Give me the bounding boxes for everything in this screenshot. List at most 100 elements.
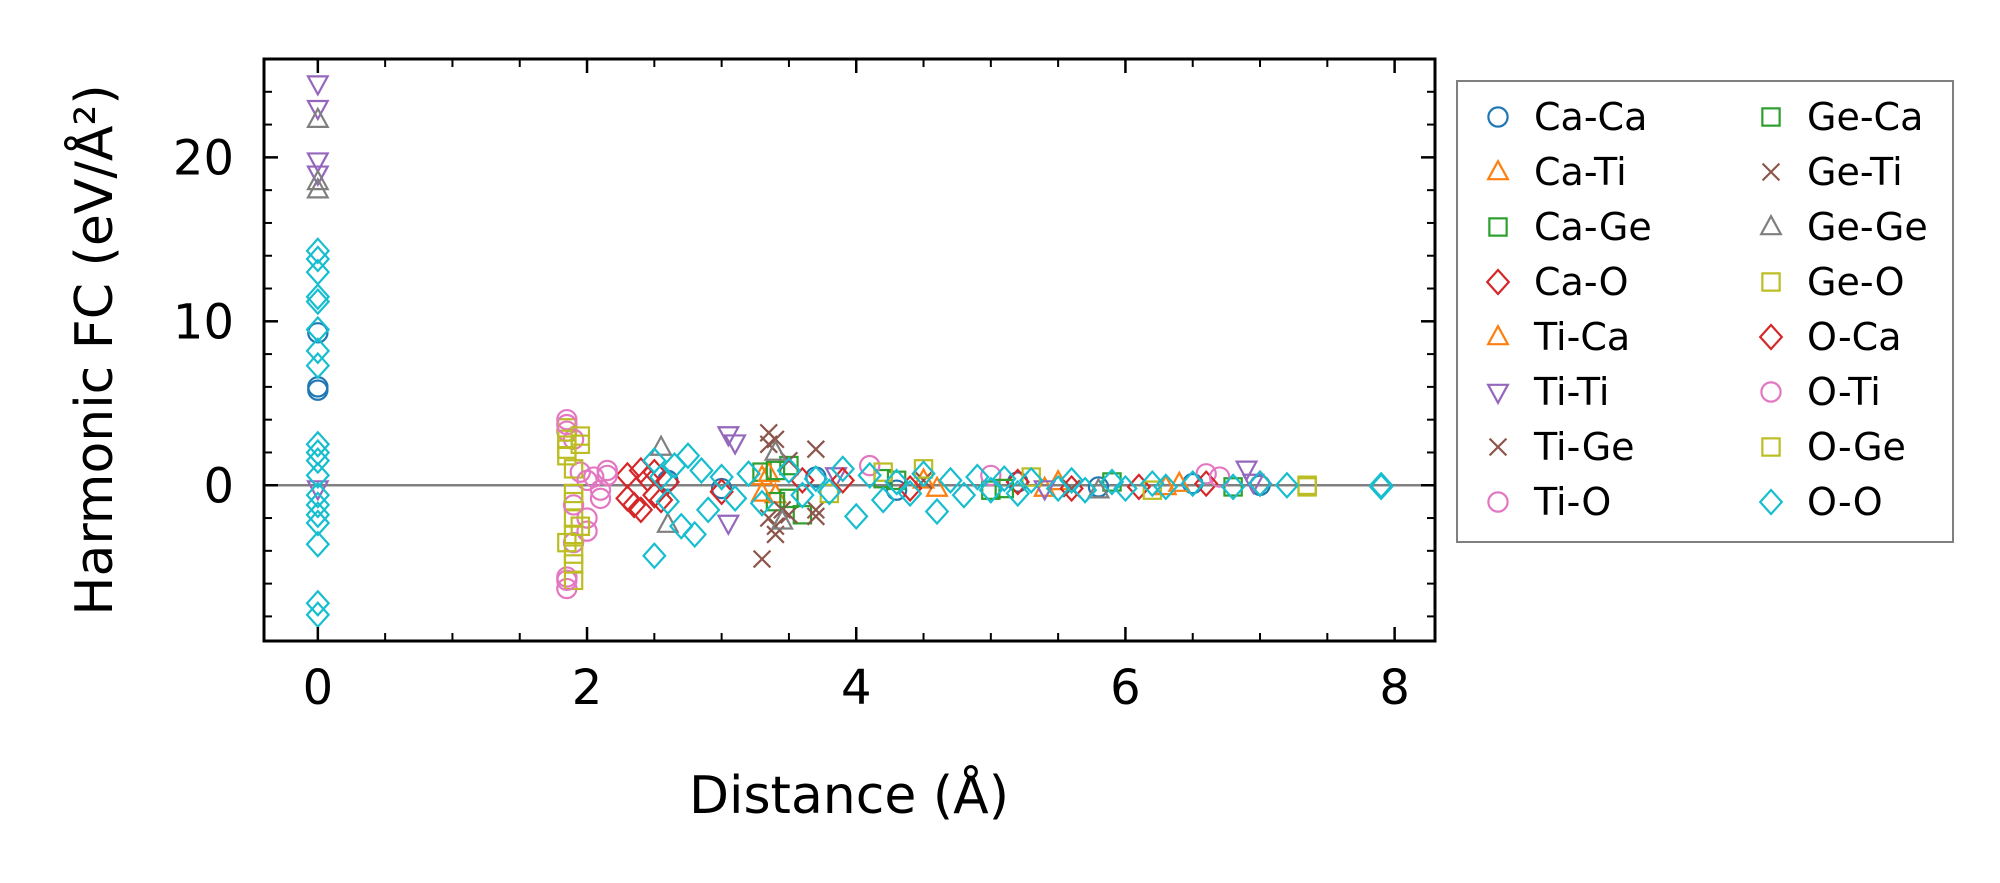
x-tick-label: 2 (572, 660, 603, 716)
marker-ca-o (621, 491, 647, 519)
marker-o-o (978, 476, 1004, 504)
marker-o-o (1274, 471, 1300, 499)
legend-marker-ca-o (1485, 268, 1511, 296)
marker-ti-ti (306, 165, 330, 187)
marker-o-o (776, 456, 802, 485)
y-tick-label: 10 (173, 294, 234, 350)
marker-o-o (305, 315, 331, 344)
marker-o-ca (642, 481, 667, 509)
marker-o-ti (1208, 466, 1231, 488)
marker-o-o (305, 430, 331, 458)
legend-label-ti-o: Ti-O (1533, 480, 1611, 524)
marker-ti-ti (723, 434, 747, 456)
legend-label-ti-ge: Ti-Ge (1533, 425, 1635, 469)
marker-o-o (305, 601, 331, 629)
marker-o-o (951, 481, 977, 509)
marker-ti-ti (716, 514, 741, 537)
marker-o-o (1018, 466, 1044, 494)
marker-o-o (897, 479, 923, 508)
marker-o-ti (556, 413, 578, 436)
marker-o-ge (873, 462, 893, 482)
marker-ge-ca (779, 488, 799, 509)
marker-o-o (305, 589, 331, 617)
marker-ti-ti (306, 152, 330, 174)
marker-ge-ti (766, 517, 785, 536)
marker-ti-ca (750, 480, 774, 502)
marker-ge-o (557, 532, 577, 553)
marker-o-o (830, 455, 856, 483)
marker-o-o (1113, 474, 1138, 503)
marker-o-o (305, 501, 331, 529)
legend-label-ti-ti: Ti-Ti (1533, 370, 1609, 414)
marker-o-o (675, 442, 701, 470)
marker-o-ca (830, 466, 856, 494)
marker-o-ti (562, 494, 585, 516)
marker-ti-ge (806, 507, 826, 526)
marker-o-o (992, 465, 1017, 493)
marker-o-ge (1297, 477, 1317, 497)
marker-ca-ca (885, 479, 908, 501)
y-axis-label: Harmonic FC (eV/Å²) (63, 84, 125, 615)
marker-o-o (305, 491, 331, 519)
legend-label-o-ti: O-Ti (1807, 370, 1881, 414)
y-tick-label: 20 (173, 130, 234, 186)
marker-o-o (695, 496, 721, 524)
x-tick-label: 8 (1379, 660, 1410, 716)
legend-marker-ti-ge (1488, 437, 1508, 457)
marker-o-o (305, 245, 331, 273)
marker-o-o (1140, 469, 1165, 498)
marker-ge-ca (994, 478, 1015, 499)
legend-label-ge-ge: Ge-Ge (1807, 205, 1928, 249)
legend-label-ge-o: Ge-O (1807, 260, 1905, 304)
legend-marker-ca-ge (1488, 217, 1508, 237)
marker-o-o (884, 468, 909, 496)
marker-o-ge (570, 426, 591, 446)
legend-label-ca-ti: Ca-Ti (1534, 150, 1627, 194)
marker-o-ge (557, 439, 577, 459)
marker-o-o (305, 447, 331, 475)
legend-marker-o-ge (1761, 437, 1781, 457)
marker-o-o (305, 237, 331, 265)
marker-ge-ge (306, 168, 330, 191)
marker-ti-ca (925, 475, 949, 497)
marker-o-o (722, 484, 748, 513)
legend-frame (1456, 80, 1954, 543)
x-tick-label: 4 (841, 660, 872, 716)
legend-marker-ca-ti (1486, 158, 1510, 181)
marker-o-o (655, 488, 681, 516)
marker-o-ca (615, 484, 640, 513)
marker-o-o (305, 509, 331, 537)
marker-ca-o (628, 496, 654, 524)
marker-o-o (1059, 466, 1084, 494)
marker-ti-ca (1046, 468, 1070, 491)
marker-ge-ca (765, 460, 786, 481)
marker-ge-o (1142, 480, 1163, 500)
legend-marker-ti-o (1487, 491, 1509, 513)
marker-o-o (938, 466, 963, 494)
marker-o-o (965, 463, 990, 491)
marker-o-o (305, 337, 331, 365)
marker-o-o (924, 497, 950, 526)
marker-ti-ge (752, 549, 772, 569)
marker-ca-o (709, 478, 734, 506)
marker-o-o (1005, 479, 1031, 508)
marker-o-o (857, 461, 882, 490)
marker-o-o (642, 542, 667, 570)
legend-label-ge-ti: Ge-Ti (1807, 150, 1903, 194)
marker-o-ge (563, 483, 584, 504)
legend-label-ca-o: Ca-O (1534, 260, 1629, 304)
marker-ti-o (980, 464, 1002, 487)
marker-ti-o (1195, 463, 1217, 485)
marker-o-o (817, 478, 842, 506)
marker-ti-ca (757, 460, 781, 483)
axis-ticks: 0 2 4 6 8 0 10 20 (173, 58, 1435, 716)
y-tick-label: 0 (203, 458, 234, 514)
marker-o-o (749, 489, 775, 517)
marker-ge-ge (306, 177, 330, 199)
marker-ca-ge (1223, 477, 1243, 497)
data-markers (305, 75, 1394, 629)
marker-o-o (1180, 469, 1206, 498)
legend-marker-ti-ti (1486, 383, 1510, 406)
marker-o-o (305, 351, 331, 380)
